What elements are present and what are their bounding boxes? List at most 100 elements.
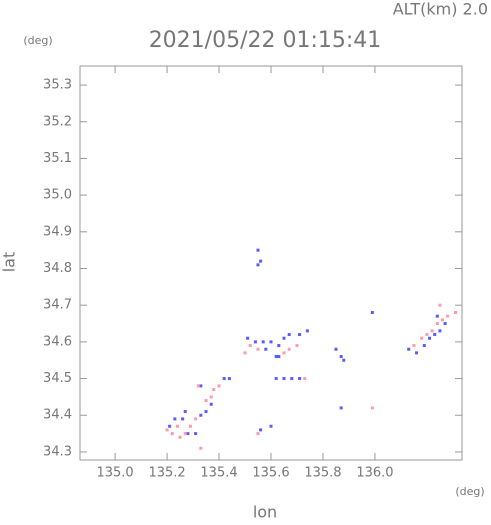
point xyxy=(183,410,187,414)
point xyxy=(287,333,291,337)
point xyxy=(454,311,458,315)
y-tick-label: 34.6 xyxy=(43,334,72,349)
point xyxy=(407,347,411,351)
point xyxy=(282,336,286,340)
point xyxy=(222,377,226,381)
point xyxy=(204,399,208,403)
point xyxy=(217,384,221,388)
annotation: ALT(km) 2.0 xyxy=(393,0,488,19)
point xyxy=(269,424,273,428)
point xyxy=(173,417,177,421)
point xyxy=(339,406,343,410)
y-unit: (deg) xyxy=(23,34,52,47)
point xyxy=(209,402,213,406)
point xyxy=(256,248,260,252)
chart-title: 2021/05/22 01:15:41 xyxy=(149,28,382,53)
point xyxy=(443,322,447,326)
point xyxy=(430,329,434,333)
point xyxy=(274,377,278,381)
point xyxy=(435,314,439,318)
point xyxy=(168,424,172,428)
point xyxy=(196,384,200,388)
point xyxy=(298,333,302,337)
point xyxy=(441,318,445,322)
point xyxy=(370,311,374,315)
point xyxy=(253,340,257,344)
point xyxy=(248,344,252,348)
x-tick-label: 135.4 xyxy=(200,466,237,481)
point xyxy=(243,351,247,355)
point xyxy=(428,336,432,340)
point xyxy=(194,432,198,436)
point xyxy=(259,428,263,432)
point xyxy=(181,417,185,421)
y-tick-label: 34.5 xyxy=(43,371,72,386)
point xyxy=(175,424,179,428)
point xyxy=(412,344,416,348)
point xyxy=(264,347,268,351)
point xyxy=(186,432,190,436)
point xyxy=(194,417,198,421)
point xyxy=(256,347,260,351)
point xyxy=(435,322,439,326)
point xyxy=(298,377,302,381)
point xyxy=(212,388,216,392)
point xyxy=(303,377,307,381)
y-axis-label: lat xyxy=(0,252,19,273)
y-tick-label: 35.3 xyxy=(43,78,72,93)
point xyxy=(199,384,203,388)
point xyxy=(438,329,442,333)
point xyxy=(342,358,346,362)
point xyxy=(287,347,291,351)
x-tick-label: 136.0 xyxy=(356,466,393,481)
point xyxy=(370,406,374,410)
point xyxy=(256,432,260,436)
point xyxy=(282,377,286,381)
point xyxy=(256,263,260,267)
point xyxy=(277,344,281,348)
point xyxy=(259,259,263,263)
point xyxy=(438,303,442,307)
x-tick-label: 135.8 xyxy=(304,466,341,481)
point xyxy=(425,333,429,337)
point xyxy=(199,413,203,417)
point xyxy=(282,351,286,355)
point xyxy=(227,377,231,381)
x-tick-label: 135.6 xyxy=(252,466,289,481)
point xyxy=(277,355,281,359)
point xyxy=(290,377,294,381)
point xyxy=(433,333,437,337)
point xyxy=(422,344,426,348)
point xyxy=(165,428,169,432)
x-tick-label: 135.2 xyxy=(148,466,185,481)
point xyxy=(199,446,203,450)
y-tick-label: 35.2 xyxy=(43,114,72,129)
point xyxy=(334,347,338,351)
point xyxy=(295,344,299,348)
y-tick-label: 35.0 xyxy=(43,188,72,203)
point xyxy=(178,435,182,439)
point xyxy=(170,432,174,436)
y-tick-label: 34.8 xyxy=(43,261,72,276)
point xyxy=(446,314,450,318)
point xyxy=(269,340,273,344)
point xyxy=(183,432,187,436)
x-axis-label: lon xyxy=(253,503,277,522)
point xyxy=(246,336,250,340)
x-unit: (deg) xyxy=(455,485,484,498)
point xyxy=(188,424,192,428)
point xyxy=(305,329,309,333)
point xyxy=(209,395,213,399)
x-tick-label: 135.0 xyxy=(96,466,133,481)
y-tick-label: 34.4 xyxy=(43,408,72,423)
plot-frame xyxy=(79,65,463,461)
point xyxy=(204,410,208,414)
point xyxy=(415,351,419,355)
y-tick-label: 34.9 xyxy=(43,224,72,239)
y-tick-label: 34.7 xyxy=(43,298,72,313)
y-tick-label: 34.3 xyxy=(43,444,72,459)
point xyxy=(339,355,343,359)
point xyxy=(420,336,424,340)
point xyxy=(274,355,278,359)
